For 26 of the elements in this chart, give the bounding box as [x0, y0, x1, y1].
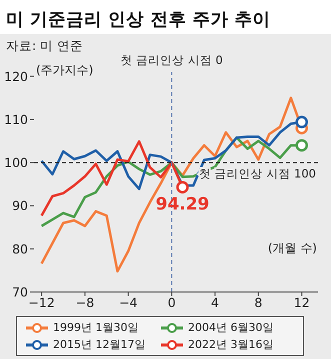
y-tick-label: 90	[12, 198, 28, 214]
x-tick-label: −8	[76, 294, 94, 310]
legend-label: 2004년 6월30일	[187, 320, 274, 335]
legend-label: 2015년 12월17일	[52, 337, 146, 352]
x-tick-label: 8	[254, 294, 262, 310]
chart-subtitle: 자료: 미 연준	[6, 38, 84, 55]
annotation: 94.29	[156, 194, 210, 214]
x-axis-title: (개월 수)	[268, 240, 317, 257]
y-tick-label: 70	[12, 284, 28, 300]
x-tick-label: 4	[211, 294, 220, 310]
y-tick-label: 100	[4, 155, 28, 170]
x-tick-label: −12	[28, 294, 55, 310]
y-axis-title: (주가지수)	[36, 62, 94, 79]
x-tick-label: −4	[119, 294, 138, 310]
y-tick-label: 120	[4, 68, 28, 84]
x-tick-label: 12	[294, 294, 310, 310]
ref-line-label: 첫 금리인상 시점 0	[120, 53, 223, 67]
legend-label: 1999년 1월30일	[52, 320, 140, 335]
y-tick-label: 110	[4, 112, 28, 127]
x-tick-label: 0	[168, 294, 176, 310]
y-tick-label: 80	[12, 241, 28, 256]
legend-label: 2022년 3월16일	[187, 337, 274, 352]
point	[295, 139, 308, 152]
point	[176, 180, 189, 194]
point	[295, 116, 308, 128]
chart-title: 미 기준금리 인상 전후 주가 추이	[0, 0, 331, 34]
